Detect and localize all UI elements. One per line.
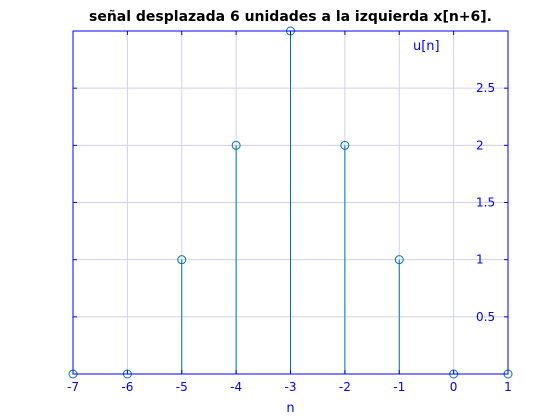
y-tick-label: 1.5 xyxy=(476,196,495,210)
x-tick-label: -6 xyxy=(121,380,133,394)
y-tick-label: 1 xyxy=(476,253,484,267)
x-tick-label: -3 xyxy=(285,380,297,394)
x-tick-label: -2 xyxy=(339,380,351,394)
y-tick-label: 2.5 xyxy=(476,81,495,95)
x-tick-label: 1 xyxy=(504,380,512,394)
x-axis-label: n xyxy=(286,401,294,416)
y-tick-label: 0.5 xyxy=(476,310,495,324)
x-tick-label: -4 xyxy=(230,380,242,394)
y-tick-label: 2 xyxy=(476,138,484,152)
chart-title: señal desplazada 6 unidades a la izquier… xyxy=(89,9,492,25)
x-tick-label: -1 xyxy=(393,380,405,394)
x-tick-label: 0 xyxy=(450,380,458,394)
x-tick-label: -7 xyxy=(67,380,79,394)
legend-entry: u[n] xyxy=(413,39,440,54)
x-tick-label: -5 xyxy=(176,380,188,394)
